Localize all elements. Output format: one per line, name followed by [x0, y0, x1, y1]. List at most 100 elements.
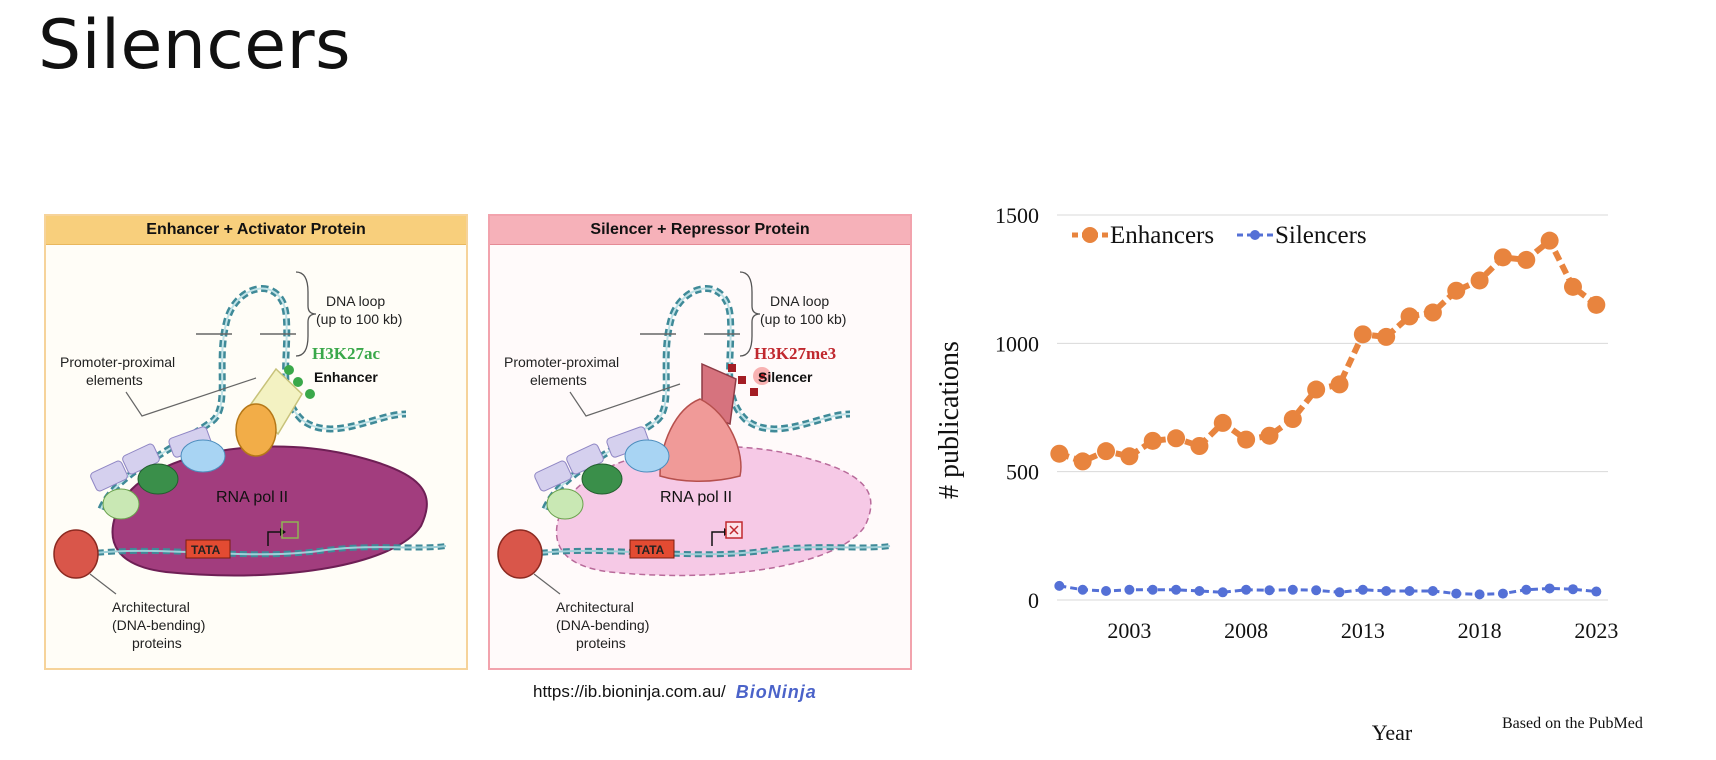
x-tick-2003: 2003 [1107, 618, 1151, 643]
loop-label-2: (up to 100 kb) [760, 311, 846, 327]
silencer-diagram: DNA loop (up to 100 kb) H3K27me3 Silence… [497, 271, 891, 651]
publications-chart: 0 500 1000 1500 2003 2008 2013 2018 2023 Enhanc… [934, 203, 1618, 745]
h3k27me3-label: H3K27me3 [754, 344, 836, 363]
point-silencers-2022 [1567, 584, 1578, 595]
point-enhancers-2015 [1400, 307, 1419, 326]
point-silencers-2012 [1334, 587, 1345, 598]
silencer-label: Silencer [758, 369, 813, 385]
legend-label: Silencers [1275, 222, 1367, 249]
loop-label-2: (up to 100 kb) [316, 311, 402, 327]
y-tick-1000: 1000 [995, 331, 1039, 356]
rna-pol-ii-label: RNA pol II [216, 489, 288, 506]
point-silencers-2016 [1427, 586, 1438, 597]
point-silencers-2019 [1497, 588, 1508, 599]
point-enhancers-2012 [1330, 375, 1349, 394]
promoter-label-1: Promoter-proximal [60, 354, 175, 370]
point-silencers-2008 [1241, 584, 1252, 595]
x-tick-2018: 2018 [1458, 618, 1502, 643]
point-silencers-2000 [1054, 580, 1065, 591]
point-enhancers-2019 [1493, 248, 1512, 267]
x-axis-label: Year [1372, 720, 1413, 745]
point-enhancers-2016 [1423, 303, 1442, 322]
point-silencers-2014 [1381, 586, 1392, 597]
architectural-protein [53, 529, 99, 579]
arch-label-3: proteins [132, 635, 182, 651]
x-tick-2023: 2023 [1574, 618, 1618, 643]
point-silencers-2010 [1287, 584, 1298, 595]
point-enhancers-2003 [1120, 447, 1139, 466]
point-enhancers-2005 [1167, 429, 1186, 448]
legend-item-silencers: Silencers [1237, 222, 1367, 249]
promoter-label-2: elements [530, 372, 587, 388]
point-enhancers-2014 [1377, 327, 1396, 346]
point-enhancers-2018 [1470, 271, 1489, 290]
promoter-label-1: Promoter-proximal [504, 354, 619, 370]
point-enhancers-2002 [1097, 442, 1116, 461]
y-tick-1500: 1500 [995, 203, 1039, 228]
point-silencers-2011 [1311, 585, 1322, 596]
y-tick-0: 0 [1028, 588, 1039, 613]
point-silencers-2005 [1171, 584, 1182, 595]
series-line-enhancers [1058, 235, 1599, 465]
bioninja-logo: BioNinja [735, 681, 817, 702]
point-silencers-2018 [1474, 589, 1485, 600]
point-enhancers-2013 [1353, 325, 1372, 344]
point-silencers-2004 [1147, 584, 1158, 595]
arch-label-1: Architectural [556, 599, 634, 615]
x-tick-2013: 2013 [1341, 618, 1385, 643]
enhancer-label: Enhancer [314, 369, 378, 385]
loop-label-1: DNA loop [770, 293, 829, 309]
y-tick-labels: 0 500 1000 1500 [995, 203, 1039, 613]
architectural-protein [497, 529, 543, 579]
point-enhancers-2001 [1073, 452, 1092, 471]
point-enhancers-2010 [1283, 410, 1302, 429]
point-enhancers-2023 [1587, 295, 1606, 314]
promoter-label-2: elements [86, 372, 143, 388]
point-silencers-2007 [1217, 587, 1228, 598]
point-enhancers-2021 [1540, 231, 1559, 250]
point-silencers-2017 [1451, 588, 1462, 599]
silencer-panel: Silencer + Repressor Protein DNA loop (u… [488, 214, 912, 670]
silencer-panel-title: Silencer + Repressor Protein [490, 216, 910, 245]
x-tick-labels: 2003 2008 2013 2018 2023 [1107, 618, 1618, 643]
point-silencers-2013 [1357, 584, 1368, 595]
h3k27ac-label: H3K27ac [312, 344, 380, 363]
rna-pol-ii-label: RNA pol II [660, 489, 732, 506]
tata-label: TATA [635, 543, 665, 557]
x-tick-2008: 2008 [1224, 618, 1268, 643]
point-enhancers-2000 [1050, 444, 1069, 463]
arch-label-3: proteins [576, 635, 626, 651]
chart-series [1050, 231, 1606, 600]
legend-item-enhancers: Enhancers [1072, 222, 1214, 249]
point-enhancers-2011 [1307, 380, 1326, 399]
point-enhancers-2004 [1143, 431, 1162, 450]
source-url[interactable]: https://ib.bioninja.com.au/ [533, 682, 726, 701]
arch-label-1: Architectural [112, 599, 190, 615]
arch-label-2: (DNA-bending) [112, 617, 205, 633]
point-silencers-2015 [1404, 586, 1415, 597]
activator-protein [235, 403, 277, 457]
point-enhancers-2008 [1237, 430, 1256, 449]
arch-label-2: (DNA-bending) [556, 617, 649, 633]
point-silencers-2003 [1124, 584, 1135, 595]
point-silencers-2009 [1264, 585, 1275, 596]
y-tick-500: 500 [1006, 460, 1039, 485]
point-enhancers-2022 [1563, 277, 1582, 296]
legend-label: Enhancers [1110, 222, 1214, 249]
pubmed-note: Based on the PubMed [1502, 715, 1643, 732]
point-silencers-2002 [1101, 586, 1112, 597]
point-silencers-2001 [1077, 584, 1088, 595]
chart-grid [1057, 214, 1608, 601]
loop-label-1: DNA loop [326, 293, 385, 309]
point-enhancers-2020 [1517, 250, 1536, 269]
enhancer-panel: Enhancer + Activator Protein DNA loop (u… [44, 214, 468, 670]
point-silencers-2023 [1591, 586, 1602, 597]
y-axis-label: # publications [934, 341, 965, 499]
point-enhancers-2017 [1447, 281, 1466, 300]
slide-title: Silencers [38, 6, 351, 85]
source-credit: https://ib.bioninja.com.au/ BioNinja [533, 678, 817, 706]
series-line-silencers [1059, 584, 1597, 596]
enhancer-panel-title: Enhancer + Activator Protein [46, 216, 466, 245]
tata-label: TATA [191, 543, 221, 557]
repressor-protein [659, 398, 742, 482]
